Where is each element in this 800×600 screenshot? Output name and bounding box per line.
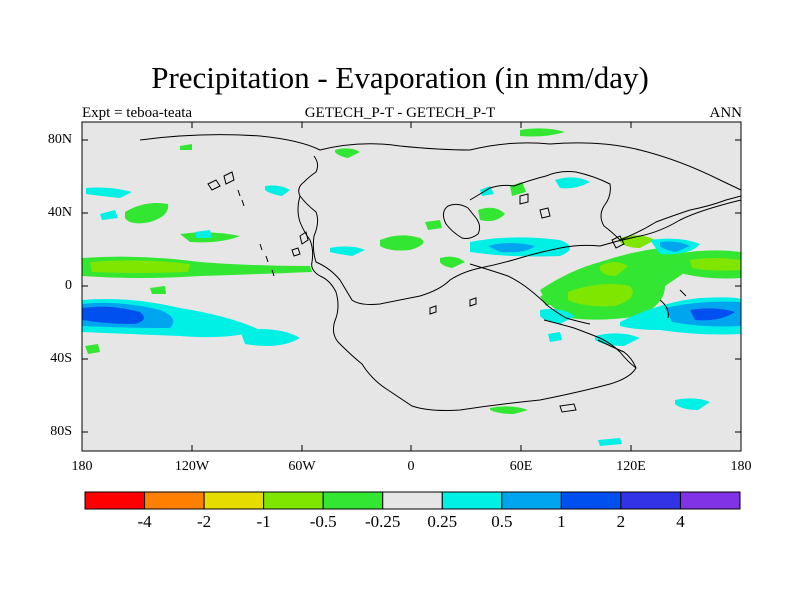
shade-sp-cyan-east bbox=[240, 329, 300, 346]
colorbar-swatch bbox=[263, 491, 324, 510]
lon-label-0: 0 bbox=[407, 459, 415, 474]
shade-itcz-pacific-light bbox=[90, 260, 190, 273]
colorbar-swatch bbox=[84, 491, 146, 510]
coast-arctic-island-1 bbox=[207, 179, 221, 191]
colorbar-label: -1 bbox=[256, 512, 271, 531]
shade-arctic-green-3 bbox=[180, 144, 192, 150]
coast-southeast bbox=[659, 289, 687, 319]
lon-ticks bbox=[81, 122, 742, 451]
shade-atl-green-3 bbox=[440, 256, 465, 268]
shade-atl-green-2 bbox=[425, 220, 442, 230]
lon-label-180w: 180 bbox=[71, 459, 93, 474]
colorbar-swatch bbox=[382, 491, 443, 510]
coast-island-f bbox=[429, 305, 437, 315]
shade-pacific-cyan-mid bbox=[195, 230, 212, 238]
colorbar-swatch bbox=[144, 491, 205, 510]
shade-wpac-lightgreen bbox=[690, 258, 741, 271]
coast-tethys-inner bbox=[442, 203, 481, 239]
colorbar-label: -4 bbox=[137, 512, 152, 531]
shade-np-green-3 bbox=[100, 210, 118, 220]
colorbar-swatch bbox=[322, 491, 384, 510]
lon-label-180e: 180 bbox=[730, 459, 752, 474]
coast-arctic-island-2 bbox=[223, 171, 235, 185]
shade-south-cyan-3 bbox=[548, 332, 562, 342]
experiment-label: Expt = teboa-teata bbox=[82, 105, 193, 121]
colorbar-label: 1 bbox=[557, 512, 566, 531]
shade-south-cyan-2 bbox=[595, 333, 640, 346]
colorbar-swatch bbox=[620, 491, 681, 510]
colorbar-label: 4 bbox=[676, 512, 685, 531]
shade-pacific-mid-green bbox=[150, 286, 166, 294]
coast-island-c bbox=[519, 193, 529, 205]
shade-tethys-blue bbox=[488, 243, 535, 253]
shade-asia-lightgreen-2 bbox=[600, 262, 628, 276]
shade-europe-green bbox=[478, 207, 505, 222]
colorbar-label: 0.25 bbox=[427, 512, 458, 531]
coast-island-a bbox=[299, 231, 309, 245]
shade-south-pacific-core bbox=[82, 306, 144, 324]
lat-label-40n: 40N bbox=[47, 205, 72, 220]
lon-label-120w: 120W bbox=[174, 459, 210, 474]
shade-swpac-core bbox=[690, 308, 735, 321]
coast-island-chain bbox=[237, 189, 275, 277]
coast-island-d bbox=[539, 207, 551, 219]
lon-label-120e: 120E bbox=[616, 459, 646, 474]
shade-europe-cyan bbox=[555, 177, 590, 189]
colorbar-label: 0.5 bbox=[491, 512, 513, 531]
shade-arctic-green-1 bbox=[520, 128, 565, 137]
coast-gondwana bbox=[543, 319, 637, 369]
coastlines bbox=[139, 134, 742, 413]
lat-label-40s: 40S bbox=[50, 351, 72, 366]
shade-south-green-1 bbox=[85, 344, 100, 354]
shade-np-cyan-1 bbox=[86, 187, 132, 198]
season-label: ANN bbox=[709, 105, 743, 121]
lon-label-60w: 60W bbox=[288, 459, 316, 474]
colorbar-label: -0.5 bbox=[309, 512, 337, 531]
dataset-label: GETECH_P-T - GETECH_P-T bbox=[304, 105, 496, 121]
coast-north-america-west bbox=[297, 195, 637, 411]
coast-eurasia-south bbox=[469, 171, 621, 241]
shade-europe-cyan-2 bbox=[480, 186, 494, 196]
shade-atl-green-1 bbox=[380, 235, 424, 251]
colorbar-label: -0.25 bbox=[365, 512, 401, 531]
lat-label-80n: 80N bbox=[47, 132, 72, 147]
coast-island-g bbox=[611, 235, 625, 249]
coast-east-asia bbox=[619, 195, 742, 241]
map-title: Precipitation - Evaporation (in mm/day) bbox=[151, 60, 649, 95]
coast-island-b bbox=[291, 247, 301, 257]
shade-south-cyan-1 bbox=[540, 308, 575, 324]
shade-np-cyan-2 bbox=[265, 185, 290, 196]
colorbar-swatch bbox=[560, 491, 622, 510]
shade-atl-cyan-1 bbox=[330, 246, 365, 256]
colorbar-swatch bbox=[501, 491, 562, 510]
colorbar-swatch bbox=[441, 491, 503, 510]
shade-np-green-1 bbox=[125, 203, 169, 224]
lat-label-80s: 80S bbox=[50, 424, 72, 439]
lat-ticks bbox=[82, 139, 741, 433]
colorbar-label: 2 bbox=[616, 512, 626, 531]
coast-island-e bbox=[469, 297, 477, 307]
lon-label-60e: 60E bbox=[509, 459, 533, 474]
shade-asia-lightgreen-1 bbox=[568, 284, 633, 307]
shade-south-green-2 bbox=[490, 406, 528, 414]
shade-arctic-green-2 bbox=[335, 148, 360, 158]
colorbar-swatch bbox=[679, 491, 741, 510]
shade-south-cyan-5 bbox=[598, 438, 622, 446]
shade-asia-blue-1 bbox=[660, 241, 690, 252]
coast-africa-sea bbox=[469, 263, 591, 325]
coast-south-isle bbox=[559, 403, 577, 413]
shade-south-cyan-4 bbox=[675, 398, 710, 410]
lat-label-0: 0 bbox=[65, 278, 72, 293]
colorbar-label: -2 bbox=[196, 512, 212, 531]
colorbar-swatch bbox=[203, 491, 265, 510]
